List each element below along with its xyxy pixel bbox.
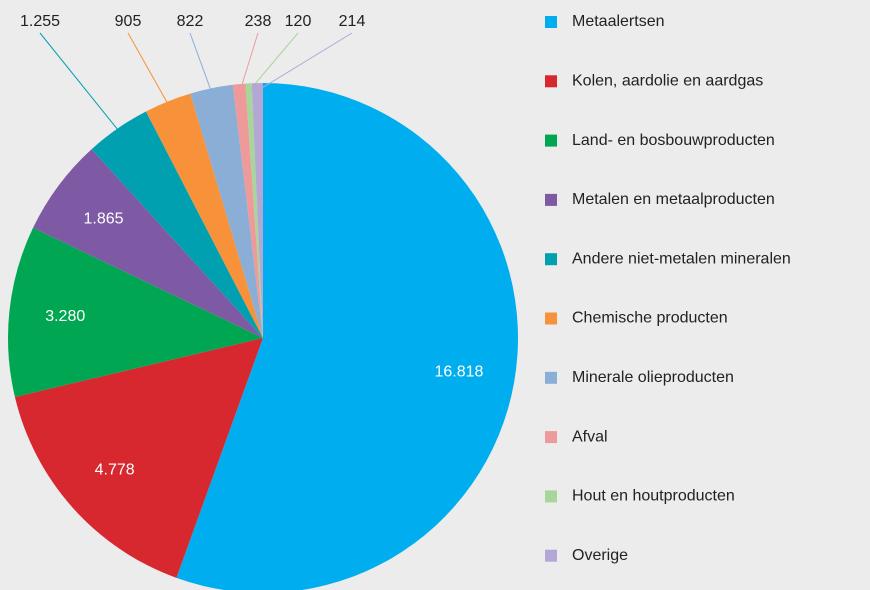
leader-line: [39, 32, 123, 136]
legend-swatch: [545, 134, 557, 147]
pie-slice: [91, 111, 263, 338]
legend-label: Hout en houtproducten: [572, 488, 735, 505]
legend-label: Land- en bosbouwproducten: [572, 132, 775, 149]
legend-swatch: [545, 253, 557, 266]
data-label: 822: [177, 13, 204, 30]
data-label: 16.818: [434, 364, 483, 381]
pie-slice: [33, 149, 263, 338]
legend-label: Minerale olieproducten: [572, 369, 734, 386]
legend-swatch: [545, 549, 557, 562]
data-label: 120: [285, 13, 312, 30]
legend-swatch: [545, 16, 557, 28]
data-label: 3.280: [45, 308, 85, 325]
legend-label: Afval: [572, 428, 608, 445]
data-label: 1.865: [83, 210, 123, 227]
data-label: 4.778: [95, 462, 135, 479]
legend-label: Kolen, aardolie en aardgas: [572, 73, 763, 90]
legend-label: Metaalertsen: [572, 13, 665, 30]
legend-label: Overige: [572, 547, 628, 564]
data-label: 214: [339, 13, 366, 30]
data-label: 238: [245, 13, 272, 30]
leader-line: [239, 32, 259, 92]
leader-line: [127, 32, 172, 109]
legend-label: Andere niet-metalen mineralen: [572, 250, 791, 267]
pie-slice: [145, 93, 263, 338]
data-label: 1.255: [20, 13, 60, 30]
legend-swatch: [545, 490, 557, 503]
legend-label: Metalen en metaalproducten: [572, 191, 775, 208]
legend-swatch: [545, 193, 557, 206]
pie-slice: [7, 227, 263, 397]
pie-slice: [14, 338, 264, 578]
legend-swatch: [545, 75, 557, 88]
legend-label: Chemische producten: [572, 310, 728, 327]
leader-line: [189, 32, 214, 96]
legend-swatch: [545, 371, 557, 384]
pie-slice: [251, 83, 263, 338]
legend-swatch: [545, 431, 557, 444]
pie-slice: [245, 83, 263, 338]
data-label: 905: [115, 13, 142, 30]
pie-slice: [232, 83, 263, 338]
pie-slice: [190, 84, 263, 338]
leader-line: [257, 32, 353, 92]
pie-slice: [176, 83, 518, 590]
leader-line: [248, 32, 299, 92]
legend-swatch: [545, 312, 557, 325]
